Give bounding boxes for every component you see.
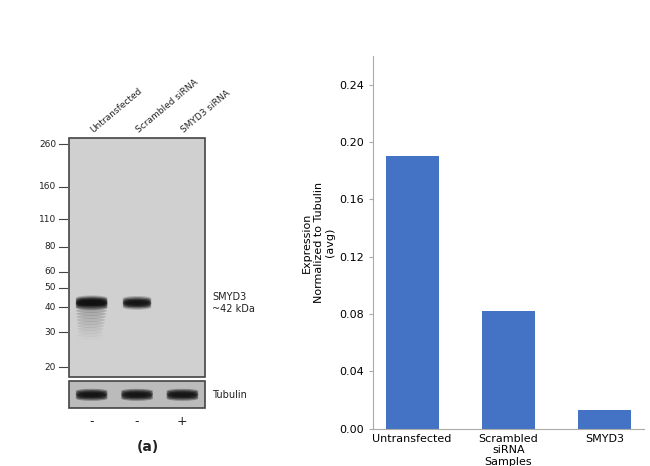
Ellipse shape [121, 389, 153, 393]
Text: 60: 60 [45, 267, 56, 276]
Text: -: - [135, 415, 139, 428]
Ellipse shape [77, 330, 103, 334]
Bar [578, 410, 631, 429]
Ellipse shape [121, 392, 153, 397]
Ellipse shape [76, 392, 107, 397]
Ellipse shape [76, 299, 107, 304]
Text: +: + [177, 415, 188, 428]
Ellipse shape [76, 312, 107, 315]
Ellipse shape [76, 389, 107, 393]
Ellipse shape [76, 300, 107, 305]
Ellipse shape [166, 389, 198, 393]
Ellipse shape [76, 396, 107, 401]
Ellipse shape [166, 395, 198, 399]
Text: Scrambled siRNA: Scrambled siRNA [134, 77, 200, 134]
Ellipse shape [77, 327, 103, 331]
Text: 30: 30 [45, 328, 56, 336]
Bar [385, 156, 439, 429]
Text: 50: 50 [45, 283, 56, 292]
Ellipse shape [123, 296, 151, 301]
Ellipse shape [76, 395, 107, 399]
Text: -: - [89, 415, 94, 428]
Ellipse shape [76, 304, 107, 309]
Ellipse shape [76, 303, 107, 308]
Ellipse shape [166, 396, 198, 401]
Text: Tubulin: Tubulin [212, 390, 247, 400]
Ellipse shape [76, 391, 107, 396]
Ellipse shape [123, 297, 151, 302]
Ellipse shape [166, 394, 198, 398]
Ellipse shape [123, 299, 151, 303]
Ellipse shape [77, 321, 105, 325]
Ellipse shape [76, 309, 107, 313]
Ellipse shape [121, 395, 153, 399]
Text: 40: 40 [45, 302, 56, 312]
Bar [482, 311, 535, 429]
Text: 260: 260 [39, 140, 56, 149]
Ellipse shape [76, 296, 107, 302]
Text: 20: 20 [45, 363, 56, 372]
Text: SMYD3
~42 kDa: SMYD3 ~42 kDa [212, 292, 255, 314]
Ellipse shape [121, 396, 153, 401]
Ellipse shape [77, 318, 105, 322]
Bar [69, 138, 205, 377]
Ellipse shape [166, 392, 198, 397]
Ellipse shape [76, 305, 107, 310]
Ellipse shape [76, 306, 107, 309]
Text: 80: 80 [45, 242, 56, 251]
Ellipse shape [76, 295, 107, 301]
Text: 110: 110 [39, 215, 56, 224]
Ellipse shape [77, 324, 104, 328]
Ellipse shape [76, 390, 107, 395]
Ellipse shape [123, 301, 151, 306]
Y-axis label: Expression
Normalized to Tubulin
(avg): Expression Normalized to Tubulin (avg) [302, 182, 335, 303]
Text: (a): (a) [137, 440, 159, 454]
Text: SMYD3 siRNA: SMYD3 siRNA [179, 88, 232, 134]
Ellipse shape [76, 298, 107, 303]
Ellipse shape [76, 394, 107, 398]
Ellipse shape [121, 394, 153, 398]
Ellipse shape [77, 333, 102, 337]
Ellipse shape [123, 300, 151, 305]
Bar [69, 381, 205, 408]
Ellipse shape [123, 305, 151, 310]
Ellipse shape [76, 302, 107, 307]
Ellipse shape [166, 391, 198, 396]
Ellipse shape [76, 315, 106, 319]
Ellipse shape [123, 304, 151, 308]
Ellipse shape [121, 390, 153, 395]
Ellipse shape [166, 390, 198, 395]
Text: Untransfected: Untransfected [88, 86, 144, 134]
Ellipse shape [123, 302, 151, 307]
Ellipse shape [76, 301, 107, 306]
Text: 160: 160 [39, 182, 56, 191]
Ellipse shape [121, 391, 153, 396]
